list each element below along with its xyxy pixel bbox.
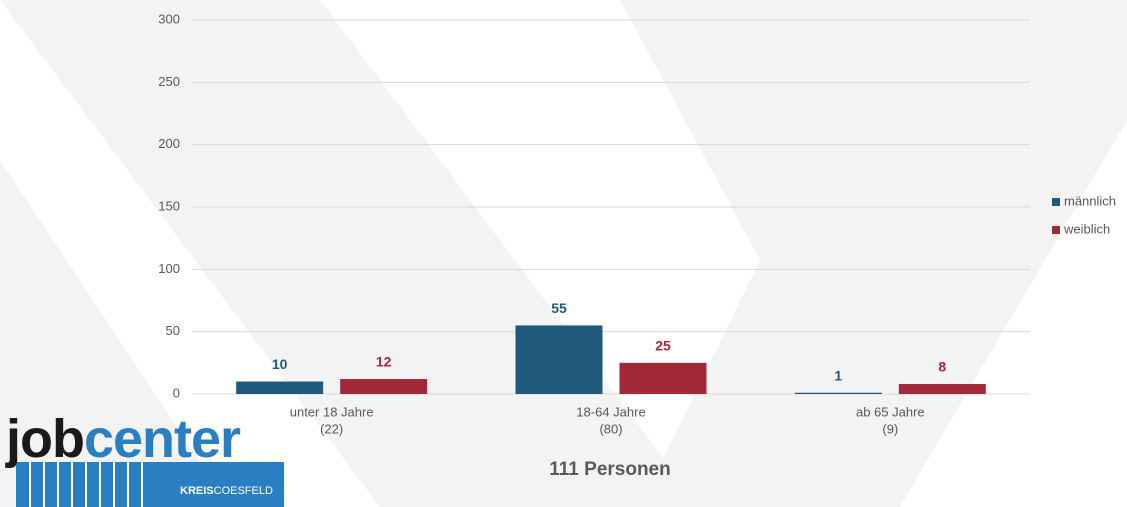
logo-part: job [5,409,84,469]
bar [340,379,428,394]
legend-label: weiblich [1063,221,1110,236]
x-tick-label: unter 18 Jahre [290,404,374,419]
logo-part: center [84,409,241,469]
data-label: 25 [655,338,671,354]
x-tick-sublabel: (9) [882,421,898,436]
data-label: 12 [376,354,392,370]
data-label: 1 [834,367,842,383]
y-tick-label: 100 [158,261,180,276]
x-tick-label: 18-64 Jahre [576,404,645,419]
y-tick-label: 200 [158,136,180,151]
bg-shape [620,0,1127,507]
bar [619,362,707,394]
logo: jobcenter KREISCOESFELD [5,409,284,507]
data-label: 8 [938,359,946,375]
bar [794,392,882,394]
logo-sub: COESFELD [214,485,273,497]
x-tick-sublabel: (80) [599,421,622,436]
y-tick-label: 50 [166,323,180,338]
data-label: 10 [272,356,288,372]
bg-shape [0,160,230,507]
legend-swatch [1052,226,1060,234]
y-tick-label: 250 [158,74,180,89]
logo-stripes [16,462,284,507]
logo-lines [29,462,143,507]
y-tick-label: 0 [173,385,180,400]
legend-swatch [1052,198,1060,206]
data-label: 55 [551,300,567,316]
y-tick-label: 300 [158,11,180,26]
logo-subtext: KREISCOESFELD [180,485,273,497]
bar [236,381,324,394]
logo-sub: KREIS [180,485,214,497]
legend-label: männlich [1064,193,1116,208]
footer-text: 111 Personen [549,459,670,480]
bar [898,384,986,394]
bar [515,325,603,394]
logo-text: jobcenter [5,409,241,469]
x-tick-label: ab 65 Jahre [856,404,925,419]
x-tick-sublabel: (22) [320,421,343,436]
y-tick-label: 150 [158,198,180,213]
